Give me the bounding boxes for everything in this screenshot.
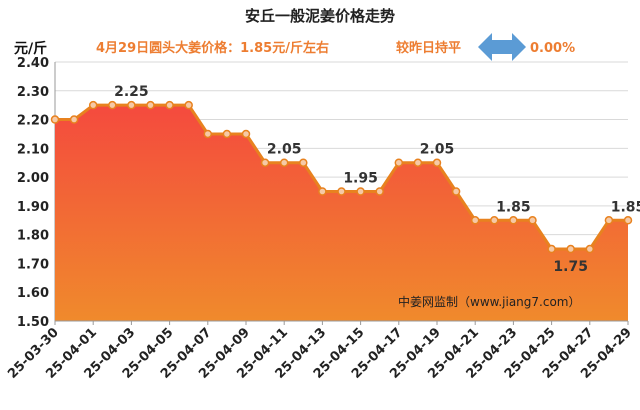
data-points (50, 100, 633, 254)
change-percent-text: 0.00% (530, 41, 575, 56)
y-tick-label: 1.70 (17, 257, 49, 272)
data-label: 1.85 (611, 199, 640, 215)
left-right-arrow-icon (478, 33, 526, 61)
data-point (184, 100, 193, 110)
data-point (509, 216, 518, 225)
data-label: 1.95 (343, 171, 378, 187)
y-tick-label: 1.90 (17, 200, 49, 215)
data-point (299, 158, 308, 167)
data-point (337, 187, 346, 196)
data-point (623, 216, 633, 225)
data-point (127, 100, 136, 110)
data-label: 2.25 (114, 84, 149, 100)
y-tick-label: 2.30 (17, 85, 49, 100)
y-tick-label: 1.80 (17, 229, 49, 244)
data-point (203, 129, 213, 139)
data-point (394, 158, 404, 167)
data-point (241, 129, 251, 139)
data-point (260, 158, 270, 167)
y-tick-label: 1.60 (17, 286, 49, 301)
area-fill (55, 105, 628, 322)
data-point (375, 187, 384, 196)
chart-title: 安丘一般泥姜价格走势 (245, 7, 395, 25)
y-axis-unit-label: 元/斤 (14, 40, 47, 57)
data-point (146, 100, 155, 110)
data-point (165, 100, 174, 110)
data-point (490, 216, 499, 225)
watermark-text: 中姜网监制（www.jiang7.com） (398, 294, 580, 309)
data-point (566, 244, 575, 254)
data-label: 1.75 (553, 259, 588, 275)
x-axis: 25-03-3025-04-0125-04-0325-04-0525-04-07… (5, 320, 635, 382)
data-point (88, 100, 98, 110)
data-point (604, 216, 614, 225)
data-label: 2.05 (420, 142, 455, 158)
data-point (222, 129, 232, 139)
data-label: 2.05 (267, 142, 302, 158)
data-point (470, 216, 480, 225)
y-tick-label: 2.20 (17, 114, 49, 129)
compare-label-text: 较昨日持平 (396, 40, 461, 56)
data-labels: 2.25 2.05 1.95 2.05 1.85 1.75 1.85 (114, 84, 640, 275)
data-point (279, 158, 289, 167)
data-point (356, 187, 365, 196)
data-point (528, 216, 537, 225)
data-point (108, 100, 117, 110)
data-label: 1.85 (496, 199, 531, 215)
y-tick-label: 1.50 (17, 315, 49, 330)
y-axis: 1.50 1.60 1.70 1.80 1.90 2.00 2.10 2.20 2.30 2.40 (17, 56, 56, 330)
y-tick-label: 2.40 (17, 56, 49, 71)
area-polygon (55, 105, 628, 322)
data-point (432, 158, 442, 167)
price-note-text: 4月29日圆头大姜价格：1.85元/斤左右 (96, 40, 329, 56)
data-point (50, 115, 60, 124)
data-point (318, 187, 327, 196)
data-point (547, 244, 556, 254)
y-tick-label: 2.00 (17, 171, 49, 186)
y-tick-label: 2.10 (17, 142, 49, 157)
data-point (413, 158, 423, 167)
data-point (69, 115, 79, 124)
data-point (451, 187, 461, 196)
data-point (585, 244, 595, 254)
